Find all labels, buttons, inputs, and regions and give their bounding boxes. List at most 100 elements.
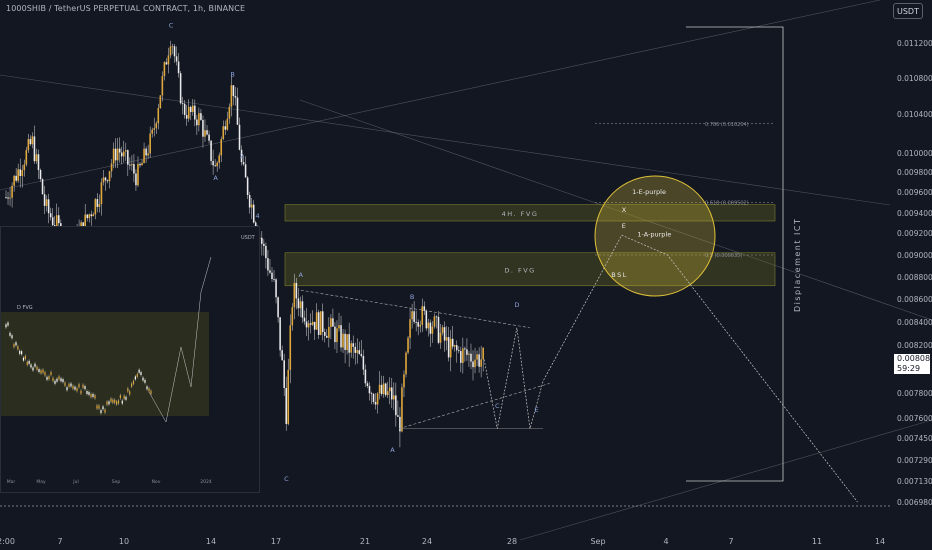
candle-body [238, 124, 241, 150]
candle-body [226, 118, 229, 130]
time-axis[interactable]: 2:00 7 10 14 17 21 24 28 Sep 4 7 11 14 [0, 505, 890, 546]
candle-body [236, 97, 239, 125]
price-axis[interactable]: 0.011200 0.010800 0.010400 0.010000 0.009800… [897, 39, 932, 507]
candle-body [472, 361, 474, 368]
candle-body [447, 337, 450, 358]
displacement-label: Displacement ICT [793, 218, 802, 312]
candle-body [189, 106, 192, 112]
candle-body [96, 199, 99, 207]
candle-body [344, 333, 346, 350]
inset-candle-body [62, 379, 64, 383]
candle-body [417, 322, 419, 327]
inset-candle-body [46, 376, 48, 380]
candle-body [214, 165, 216, 167]
candle-body [179, 73, 182, 104]
candle-body [466, 349, 468, 355]
candle-body [240, 149, 243, 163]
inset-candle-body [56, 378, 58, 382]
fvg-zones-layer: 4H. FVG D. FVG 0.786 (0.010204) 0.618 (0.00… [284, 122, 776, 297]
candle-body [336, 328, 338, 343]
candle-body [332, 318, 334, 327]
inset-candle-body [36, 366, 38, 370]
candle-body [399, 416, 401, 432]
inset-candle-body [19, 350, 21, 354]
time-tick-label: 7 [728, 537, 733, 546]
candle-body [476, 354, 478, 360]
wave-label: B [230, 70, 234, 78]
candle-body [244, 164, 247, 178]
candle-body [196, 119, 198, 126]
candle-body [206, 130, 208, 135]
time-tick-label: 2:00 [0, 537, 15, 546]
candle-body [403, 374, 405, 388]
inset-candle-body [110, 398, 112, 402]
candle-body [366, 383, 369, 387]
inset-candle-body [24, 355, 26, 359]
candle-body [323, 331, 326, 336]
candle-body [425, 310, 428, 329]
candle-body [104, 177, 107, 181]
inset-candle-body [34, 363, 36, 367]
inset-candle-body [50, 371, 52, 375]
inset-candle-body [108, 401, 110, 405]
candle-body [313, 321, 316, 330]
inset-candle-body [131, 383, 133, 387]
price-tick-label: 0.011200 [897, 39, 932, 48]
inset-time-tick: Sep [112, 479, 121, 485]
fib-level-label: 0.618 (0.009502) [705, 201, 749, 207]
candle-body [279, 317, 281, 351]
candle-body [427, 322, 430, 329]
price-tick-label: 0.007130 [897, 477, 932, 486]
candle-body [413, 311, 415, 322]
candle-body [386, 391, 389, 396]
candle-body [106, 180, 109, 182]
target-circle [594, 175, 716, 297]
candle-body [468, 353, 470, 355]
fvg-zone-label: 4H. FVG [502, 210, 539, 218]
candle-body [84, 214, 86, 236]
candle-body [405, 352, 407, 375]
candle-body [261, 237, 263, 244]
candle-body [218, 155, 221, 163]
inset-projection [148, 256, 212, 423]
candle-body [131, 164, 133, 166]
candle-body [431, 326, 434, 334]
candle-body [449, 338, 452, 358]
inset-candle-body [123, 395, 125, 399]
candle-body [411, 311, 413, 320]
candle-body [161, 76, 164, 96]
fvg-zone-label: D. FVG [504, 266, 535, 274]
inset-candle-body [82, 384, 84, 388]
candle-body [407, 337, 409, 353]
inset-candle-body [52, 377, 54, 381]
candle-body [5, 197, 7, 199]
candle-body [464, 348, 466, 350]
time-tick-label: 14 [206, 537, 216, 546]
candle-body [275, 279, 277, 298]
candle-body [29, 139, 32, 145]
candle-body [122, 151, 125, 157]
candle-body [380, 384, 383, 395]
candle-body [98, 204, 101, 207]
inset-candle-body [117, 400, 120, 404]
time-tick-label: 11 [812, 537, 822, 546]
fib-level-label: 0.786 (0.010204) [705, 122, 749, 128]
candle-body [157, 108, 160, 124]
candle-body [39, 170, 42, 180]
inset-candle-body [32, 367, 34, 371]
candle-body [155, 123, 158, 129]
last-price-value: 0.008081 [897, 354, 932, 363]
candle-body [242, 162, 245, 165]
candle-body [100, 182, 103, 205]
wave-label: A [213, 174, 218, 182]
candle-body [281, 350, 283, 361]
candle-body [141, 163, 143, 166]
currency-unit-button[interactable]: USDT [893, 3, 923, 19]
inset-candle-body [66, 387, 68, 391]
price-tick-label: 0.009400 [897, 209, 932, 218]
inset-candle-body [94, 395, 96, 399]
inset-time-tick: Mar [7, 479, 16, 485]
inset-candles [5, 256, 212, 423]
trendline [519, 419, 932, 541]
candle-body [334, 326, 336, 343]
